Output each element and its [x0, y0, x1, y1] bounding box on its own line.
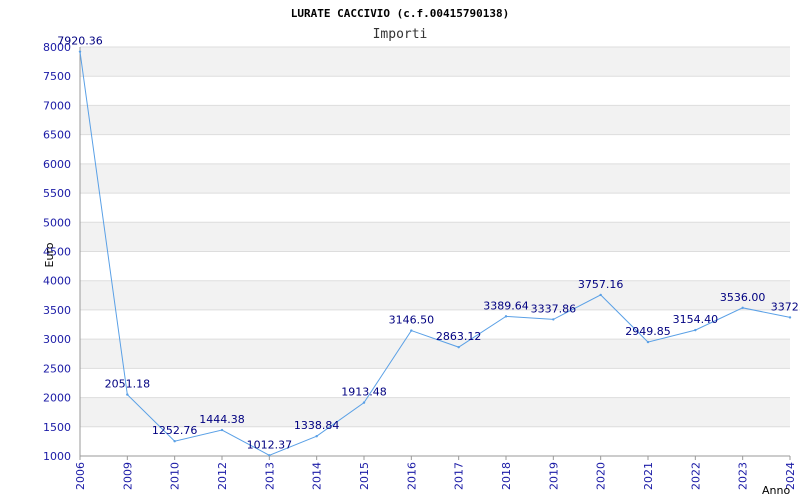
x-tick-label: 2018 [500, 462, 513, 490]
y-tick-label: 5000 [43, 216, 71, 229]
data-point [457, 345, 460, 349]
data-label: 2051.18 [105, 378, 151, 391]
x-tick-label: 2012 [216, 462, 229, 490]
data-point [599, 293, 602, 297]
plot-band [80, 105, 790, 135]
y-tick-label: 8000 [43, 41, 71, 54]
x-tick-label: 2019 [547, 462, 560, 490]
data-label: 1012.37 [247, 438, 293, 451]
y-tick-label: 4000 [43, 275, 71, 288]
x-tick-label: 2017 [453, 462, 466, 490]
x-tick-label: 2006 [74, 462, 87, 490]
data-labels: 7920.36 2051.18 1252.761444.381012.371338.… [57, 35, 800, 452]
plot-band [80, 397, 790, 427]
y-tick-labels: 1000 1500 2000 2500 3000 3500 4000 4500 5000 5500… [43, 41, 71, 463]
y-tick-label: 6000 [43, 158, 71, 171]
data-label: 1252.76 [152, 424, 198, 437]
y-tick-label: 2000 [43, 392, 71, 405]
y-tick-label: 6500 [43, 129, 71, 142]
chart-subtitle: Importi [373, 27, 428, 42]
data-label: 1913.48 [341, 386, 387, 399]
x-tick-label: 2009 [121, 462, 134, 490]
y-tick-label: 3500 [43, 304, 71, 317]
plot-band [80, 280, 790, 310]
y-tick-label: 1500 [43, 421, 71, 434]
plot-bands [80, 47, 790, 427]
data-point [173, 440, 176, 443]
data-point [315, 435, 318, 438]
plot-band [80, 222, 790, 252]
data-label: 3154.40 [673, 313, 719, 326]
plot-band [80, 47, 790, 77]
x-tick-label: 2014 [311, 462, 324, 490]
data-label: 3757.16 [578, 278, 624, 291]
x-tick-label: 2016 [405, 462, 418, 490]
data-point [741, 306, 744, 310]
data-point [362, 401, 366, 404]
series-lines [79, 51, 791, 456]
plot-band [80, 339, 790, 369]
x-tick-label: 2013 [263, 462, 276, 490]
x-tick-labels: 2006 2009 2010 2012 2013 2014 2015 2016 2017 2018… [74, 456, 797, 490]
x-tick-label: 2021 [642, 462, 655, 490]
data-label: 1338.84 [294, 419, 340, 432]
x-tick-label: 2022 [689, 462, 702, 490]
data-point [268, 454, 271, 457]
y-tick-label: 2500 [43, 362, 71, 375]
data-point [694, 328, 697, 332]
data-label: 2863.12 [436, 330, 482, 343]
data-label: 3146.50 [389, 314, 435, 327]
chart-title: LURATE CACCIVIO (c.f.00415790138) [291, 7, 510, 20]
y-axis-label: Euro [43, 242, 56, 267]
x-tick-label: 2024 [784, 462, 797, 490]
x-tick-label: 2023 [737, 462, 750, 490]
data-point [220, 428, 224, 432]
x-tick-label: 2015 [358, 462, 371, 490]
data-point [126, 393, 129, 396]
data-points [78, 50, 792, 457]
data-point [646, 340, 650, 344]
data-label: 7920.36 [57, 35, 103, 48]
x-tick-label: 2010 [169, 462, 182, 490]
series-line [79, 51, 791, 456]
y-tick-label: 7500 [43, 70, 71, 83]
data-point [504, 315, 508, 318]
data-point [78, 50, 82, 53]
y-tick-label: 1000 [43, 450, 71, 463]
data-label: 1444.38 [199, 413, 245, 426]
data-label: 3536.00 [720, 291, 766, 304]
y-tick-label: 5500 [43, 187, 71, 200]
axes [79, 47, 790, 457]
x-tick-label: 2020 [595, 462, 608, 490]
data-label: 3372.3 [771, 300, 800, 313]
data-point [552, 318, 555, 321]
y-tick-label: 7000 [43, 99, 71, 112]
x-axis-label: Anno [762, 484, 790, 497]
plot-band [80, 163, 790, 194]
data-label: 3337.86 [531, 302, 577, 315]
y-tick-label: 4500 [43, 246, 71, 259]
data-label: 3389.64 [483, 299, 529, 312]
data-point [410, 329, 413, 332]
data-label: 2949.85 [625, 325, 671, 338]
data-point [788, 316, 792, 319]
y-tick-label: 3000 [43, 333, 71, 346]
